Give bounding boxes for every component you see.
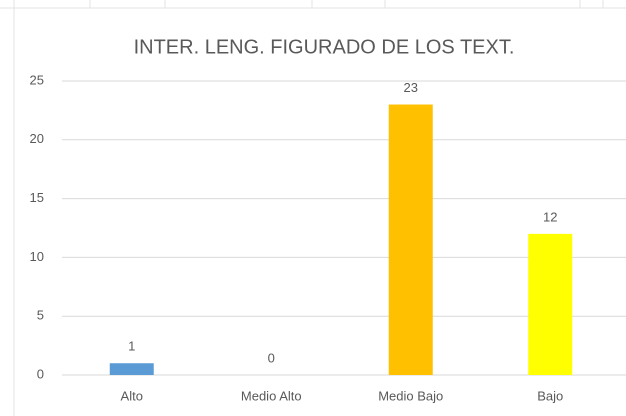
y-tick-label: 0	[37, 366, 44, 381]
chart-title: INTER. LENG. FIGURADO DE LOS TEXT.	[134, 36, 515, 58]
y-tick-label: 20	[30, 131, 44, 146]
y-tick-label: 25	[30, 72, 44, 87]
x-tick-label: Medio Bajo	[378, 388, 443, 403]
x-tick-label: Medio Alto	[241, 388, 302, 403]
data-label: 1	[128, 339, 135, 354]
data-label: 0	[268, 350, 275, 365]
y-tick-label: 5	[37, 308, 44, 323]
bar	[528, 233, 573, 375]
y-tick-label: 15	[30, 190, 44, 205]
x-tick-label: Bajo	[537, 388, 563, 403]
data-label: 23	[404, 80, 418, 95]
bar	[388, 104, 433, 376]
bar	[109, 363, 154, 375]
data-label: 12	[543, 209, 557, 224]
y-tick-label: 10	[30, 249, 44, 264]
x-tick-label: Alto	[121, 388, 143, 403]
